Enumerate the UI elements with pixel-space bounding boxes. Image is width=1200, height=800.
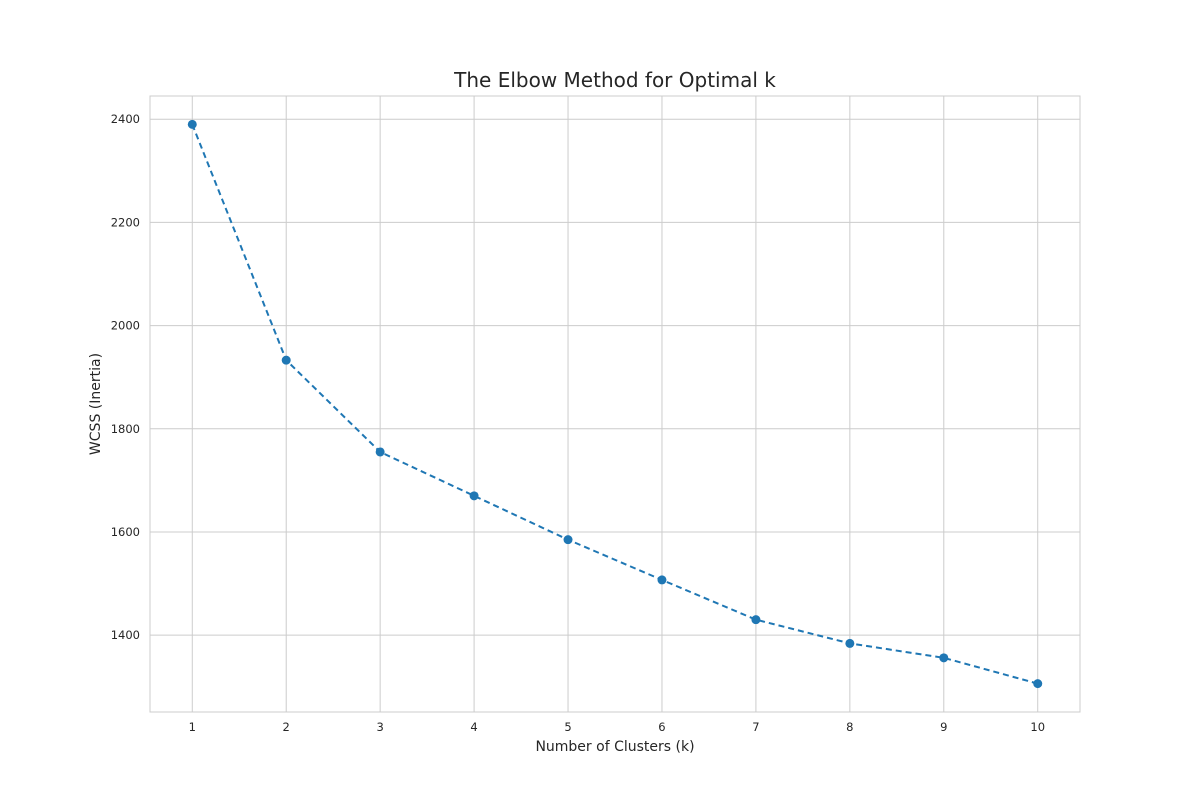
y-tick-label: 1800 (111, 422, 140, 436)
x-axis-label: Number of Clusters (k) (535, 739, 694, 755)
x-tick-label: 4 (470, 720, 477, 734)
horizontal-gridlines (150, 118, 1080, 636)
y-tick-label: 2400 (111, 112, 140, 126)
x-tick-labels: 1 2 3 4 5 6 7 8 9 10 (189, 720, 1045, 734)
data-point (187, 119, 197, 129)
x-tick-label: 8 (846, 720, 853, 734)
data-point (375, 447, 385, 457)
data-point (469, 491, 479, 501)
x-tick-label: 3 (376, 720, 383, 734)
x-tick-label: 6 (658, 720, 665, 734)
vertical-gridlines (191, 96, 1039, 712)
plot-background (150, 96, 1080, 712)
y-axis-label: WCSS (Inertia) (88, 353, 104, 455)
y-tick-label: 2200 (111, 215, 140, 229)
data-point (281, 355, 291, 365)
series-line (191, 124, 1038, 685)
x-tick-label: 5 (564, 720, 571, 734)
data-point (657, 575, 667, 585)
x-tick-label: 9 (940, 720, 947, 734)
chart-title: The Elbow Method for Optimal k (453, 68, 776, 92)
x-tick-label: 7 (752, 720, 759, 734)
x-tick-label: 10 (1030, 720, 1045, 734)
y-tick-label: 2000 (111, 319, 140, 333)
plot-frame (149, 95, 1081, 713)
y-tick-label: 1600 (111, 525, 140, 539)
data-point (1033, 679, 1043, 689)
series-group (187, 119, 1043, 689)
y-tick-labels: 1400 1600 1800 2000 2200 2400 (111, 112, 140, 642)
data-point (845, 638, 855, 648)
data-point (563, 535, 573, 545)
x-tick-label: 1 (189, 720, 196, 734)
data-point (939, 653, 949, 663)
y-tick-label: 1400 (111, 628, 140, 642)
data-point (751, 615, 761, 625)
x-tick-label: 2 (283, 720, 290, 734)
